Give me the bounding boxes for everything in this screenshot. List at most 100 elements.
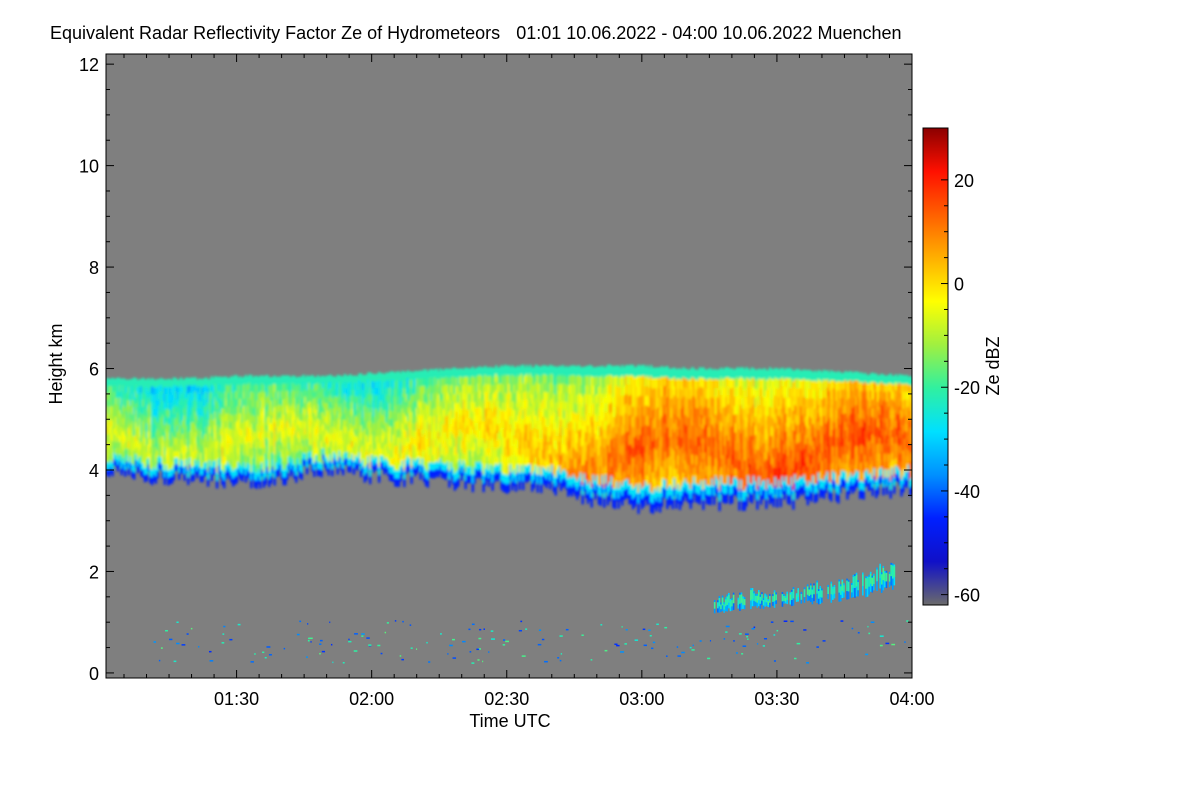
cloud-cell	[527, 471, 530, 481]
cloud-cell	[179, 404, 183, 412]
cloud-cell	[570, 421, 574, 432]
cloud-cell	[235, 413, 239, 422]
cloud-cell	[160, 397, 163, 405]
cloud-cell	[460, 440, 464, 449]
cloud-cell	[667, 417, 671, 428]
cloud-cell	[217, 410, 221, 419]
cloud-cell	[347, 430, 350, 438]
cloud-cell	[152, 415, 156, 424]
cloud-cell	[170, 387, 174, 396]
cloud-cell	[129, 385, 132, 393]
cloud-cell	[691, 482, 694, 494]
cloud-cell	[314, 396, 318, 404]
cloud-cell	[368, 467, 372, 477]
cloud-cell	[230, 391, 233, 400]
cloud-cell	[331, 433, 334, 441]
cloud-cell	[513, 468, 516, 478]
cloud-cell	[304, 433, 307, 441]
cloud-cell	[289, 398, 293, 407]
cloud-cell	[233, 452, 237, 462]
cloud-cell	[136, 393, 140, 401]
cloud-cell	[583, 375, 586, 386]
cloud-cell	[565, 454, 568, 464]
cloud-cell	[165, 400, 168, 409]
cloud-cell	[716, 487, 719, 498]
cloud-cell	[359, 424, 363, 433]
cloud-cell	[489, 415, 493, 425]
cloud-cell	[457, 427, 460, 437]
cloud-cell	[293, 448, 296, 457]
cloud-cell	[574, 439, 577, 450]
cloud-cell	[163, 439, 167, 448]
cloud-cell	[520, 398, 523, 408]
cloud-cell	[633, 397, 637, 408]
cloud-cell	[459, 459, 462, 468]
cloud-cell	[201, 452, 204, 461]
cloud-cell	[358, 406, 361, 414]
cloud-cell	[367, 462, 370, 471]
cloud-cell	[282, 453, 285, 462]
cloud-cell	[698, 455, 701, 466]
cloud-cell	[430, 407, 433, 417]
cloud-cell	[185, 465, 188, 474]
cloud-cell	[178, 379, 181, 388]
cloud-cell	[450, 415, 453, 424]
cloud-cell	[597, 376, 601, 387]
cloud-cell	[525, 406, 529, 416]
cloud-cell	[477, 422, 480, 431]
cloud-cell	[698, 406, 701, 417]
cloud-cell	[700, 367, 703, 378]
cloud-cell	[253, 431, 257, 441]
cloud-cell	[606, 374, 610, 386]
cloud-cell	[712, 397, 716, 409]
cloud-cell	[549, 435, 552, 446]
cloud-cell	[340, 396, 343, 404]
cloud-cell	[356, 375, 359, 384]
cloud-cell	[617, 396, 620, 407]
cloud-cell	[188, 411, 192, 419]
cloud-cell	[680, 379, 683, 390]
cloud-cell	[367, 448, 370, 457]
cloud-cell	[669, 397, 673, 409]
cloud-cell	[628, 395, 631, 406]
cloud-cell	[676, 378, 680, 389]
cloud-cell	[696, 426, 700, 437]
cloud-cell	[597, 386, 601, 397]
cloud-cell	[428, 385, 431, 394]
cloud-cell	[309, 413, 312, 421]
cloud-cell	[205, 447, 208, 455]
cloud-cell	[340, 456, 343, 464]
cloud-cell	[298, 405, 302, 414]
cloud-cell	[160, 410, 163, 418]
cloud-cell	[340, 436, 343, 444]
cloud-cell	[410, 451, 413, 460]
cloud-cell	[106, 433, 109, 442]
cloud-cell	[129, 456, 132, 463]
cloud-cell	[462, 429, 466, 438]
cloud-cell	[646, 405, 649, 416]
cloud-cell	[262, 423, 266, 433]
cloud-cell	[621, 374, 624, 386]
cloud-cell	[525, 448, 529, 458]
cloud-cell	[230, 466, 233, 476]
cloud-cell	[741, 500, 745, 511]
cloud-cell	[610, 447, 613, 458]
cloud-cell	[377, 419, 381, 428]
cloud-cell	[284, 461, 287, 470]
cloud-cell	[361, 437, 365, 446]
cloud-cell	[143, 386, 147, 395]
cloud-cell	[606, 444, 610, 456]
cloud-cell	[612, 497, 615, 508]
cloud-cell	[404, 372, 408, 380]
cloud-cell	[558, 424, 561, 434]
cloud-cell	[523, 391, 527, 401]
cloud-cell	[383, 431, 386, 439]
cloud-cell	[239, 442, 242, 451]
cloud-cell	[125, 392, 129, 400]
cloud-cell	[237, 419, 240, 428]
cloud-cell	[597, 405, 601, 417]
cloud-cell	[486, 463, 489, 473]
cloud-cell	[230, 474, 233, 483]
cloud-cell	[680, 475, 683, 486]
cloud-cell	[637, 428, 640, 440]
